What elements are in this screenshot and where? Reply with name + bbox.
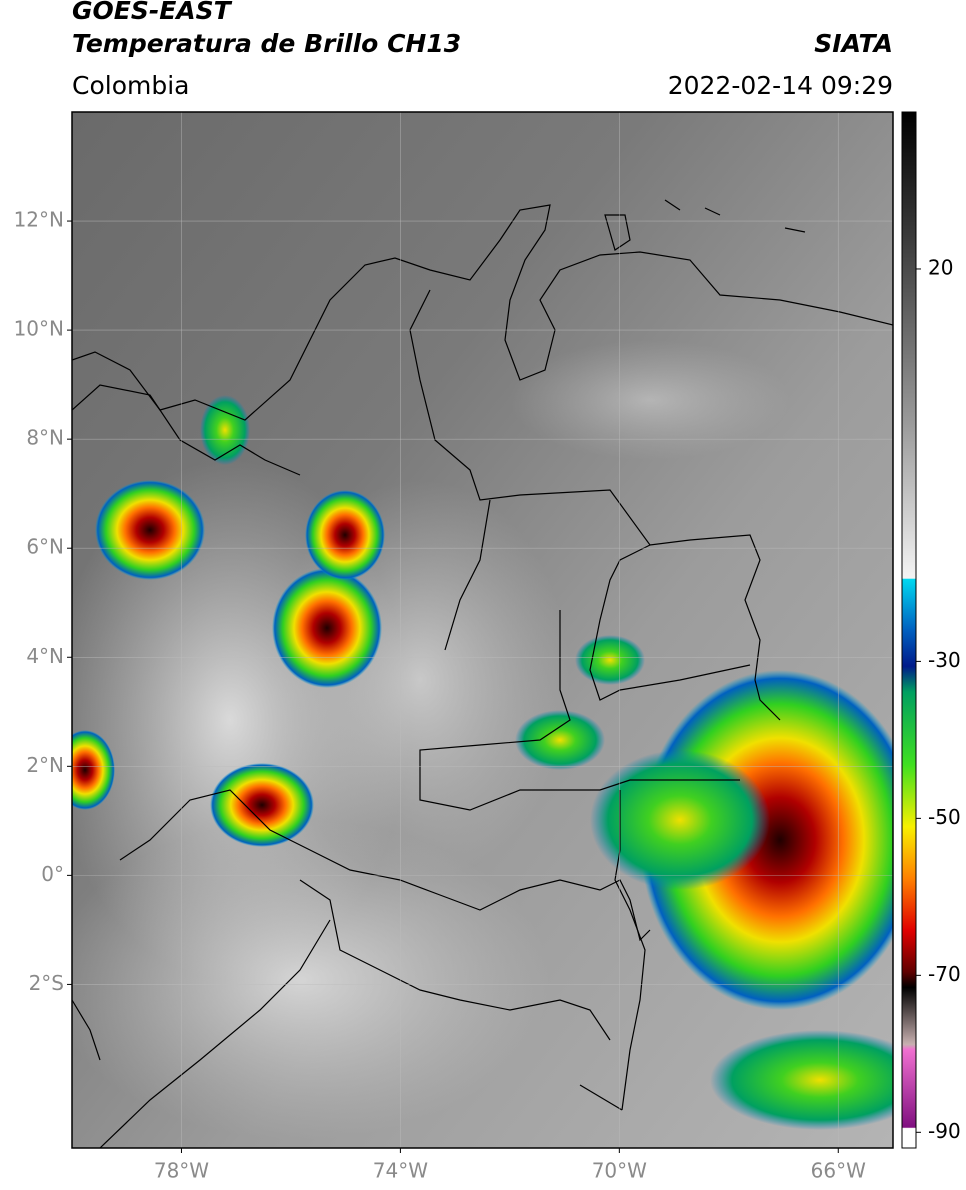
map-frame xyxy=(71,111,894,1149)
lon-tick-label: 70°W xyxy=(592,1159,647,1183)
source: SIATA xyxy=(814,29,893,58)
colorbar-tick-label: -30 xyxy=(928,648,961,672)
colorbar-tick-label: -50 xyxy=(928,805,961,829)
lat-tick-label: 6°N xyxy=(26,535,64,559)
lat-tick-label: 10°N xyxy=(14,317,64,341)
lat-tick-label: 2°S xyxy=(29,971,64,995)
colorbar-tick-label: 20 xyxy=(928,255,953,279)
lat-tick-label: 12°N xyxy=(14,208,64,232)
lat-tick-label: 8°N xyxy=(26,426,64,450)
lat-tick-label: 0° xyxy=(41,862,64,886)
region: Colombia xyxy=(72,71,189,100)
colorbar-tick-label: -90 xyxy=(928,1119,961,1143)
lon-tick-label: 74°W xyxy=(373,1159,428,1183)
colorbar-tick-label: -70 xyxy=(928,962,961,986)
lat-tick-label: 2°N xyxy=(26,753,64,777)
lon-tick-label: 78°W xyxy=(154,1159,209,1183)
satellite-image xyxy=(72,112,893,1148)
graticule xyxy=(72,112,893,1148)
title: GOES-EAST xyxy=(72,0,233,25)
datetime: 2022-02-14 09:29 xyxy=(668,71,893,100)
subtitle: Temperatura de Brillo CH13 xyxy=(72,29,461,58)
colorbar xyxy=(901,111,917,1149)
lat-tick-label: 4°N xyxy=(26,644,64,668)
lon-tick-label: 66°W xyxy=(811,1159,866,1183)
